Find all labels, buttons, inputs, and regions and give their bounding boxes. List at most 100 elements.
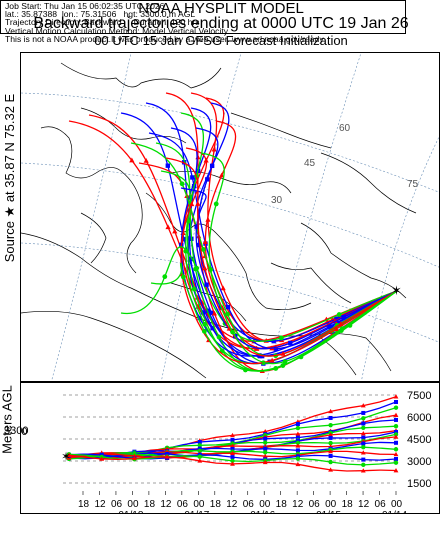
altitude-marker (295, 425, 301, 431)
hour-tick: 06 (309, 499, 321, 510)
hour-tick: 18 (210, 499, 222, 510)
altitude-marker (295, 461, 301, 467)
altitude-marker (230, 458, 235, 464)
trajectory-marker (183, 248, 189, 254)
altitude-axis-label: Meters AGL (0, 385, 15, 454)
altitude-marker (361, 457, 366, 462)
altitude-marker (295, 431, 301, 436)
trajectory-map: 60 45 30 75 ✶ (20, 52, 440, 382)
hour-tick: 06 (243, 499, 255, 510)
altitude-marker (230, 432, 235, 438)
altitude-marker (328, 422, 333, 428)
altitude-marker (393, 432, 399, 437)
trajectory-path (165, 92, 398, 372)
altitude-marker (360, 403, 366, 408)
trajectory-marker (200, 247, 206, 252)
altitude-marker (230, 450, 235, 456)
altitude-marker (328, 453, 333, 458)
lon-label-75: 75 (407, 179, 419, 190)
map-svg: 60 45 30 75 ✶ (21, 53, 439, 381)
altitude-marker (295, 435, 300, 440)
trajectory-marker (243, 367, 248, 373)
altitude-marker (394, 440, 398, 445)
trajectory-path (150, 262, 398, 372)
start-height-text: 3300 (4, 425, 29, 437)
hour-tick: 18 (144, 499, 156, 510)
hour-tick: 18 (276, 499, 288, 510)
altitude-marker (328, 435, 333, 440)
altitude-marker (165, 452, 170, 457)
hgt-value: hgt: 3300.0 m AGL (123, 9, 196, 20)
trajectory-marker (172, 228, 178, 234)
date-tick: 01/17 (184, 510, 209, 514)
lat-label-60: 60 (339, 123, 351, 134)
altitude-marker (361, 441, 366, 446)
altitude-marker (230, 443, 235, 448)
altitude-marker (263, 446, 268, 451)
altitude-marker (66, 452, 72, 457)
trajectory-path (148, 132, 398, 350)
hour-tick: 06 (375, 499, 387, 510)
altitude-profile: ✶ 7500 6000 4500 3000 1500 18 12 06 00 18 12 06 00 1… (20, 382, 440, 514)
trajectory-marker (181, 274, 186, 280)
altitude-marker (361, 425, 366, 430)
trajectory-marker (205, 308, 211, 313)
trajectory-marker (333, 326, 339, 332)
job-start: Job Start: Thu Jan 15 06:02:35 UTC 2026 (5, 1, 165, 11)
start-height-label: 3300 (21, 426, 27, 438)
altitude-marker (361, 421, 366, 426)
altitude-marker (230, 461, 235, 466)
altitude-marker (328, 440, 333, 446)
trajectory-marker (280, 350, 286, 356)
date-tick: 01/16 (250, 510, 275, 514)
duration: Duration: 120 hrs (133, 17, 200, 28)
altitude-tick: 6000 (407, 412, 431, 424)
trajectory-marker (211, 146, 217, 152)
trajectory-marker (225, 311, 230, 317)
direction: Trajectory Direction: Backward (5, 17, 122, 28)
trajectory-title: Backward trajectories ending at 0000 UTC… (33, 15, 409, 32)
date-tick: 01/15 (316, 510, 341, 514)
trajectory-marker (278, 335, 284, 341)
trajectory-marker (165, 224, 171, 230)
altitude-marker (328, 467, 333, 472)
altitude-marker (197, 443, 202, 448)
lat-value: lat.: 35.87388 (5, 9, 58, 20)
trajectory-path (180, 187, 398, 350)
altitude-marker (328, 459, 333, 465)
coastlines (21, 62, 417, 379)
trajectory-path (200, 152, 398, 365)
trajectory-lines (68, 92, 398, 374)
hour-tick: 12 (226, 499, 238, 510)
altitude-marker (328, 415, 333, 420)
altitude-marker (393, 423, 399, 429)
altitude-marker (262, 459, 268, 465)
trajectory-marker (181, 237, 187, 242)
trajectory-marker (205, 177, 210, 182)
source-star-icon: ✶ (391, 283, 402, 298)
altitude-tick: 1500 (407, 478, 431, 490)
trajectory-marker (129, 157, 135, 163)
altitude-marker (132, 455, 137, 461)
trajectory-path (130, 142, 398, 357)
model-title: NOAA HYSPLIT MODEL (138, 0, 304, 17)
altitude-marker (360, 468, 366, 473)
forecast-subtitle: 00 UTC 15 Jan GFSG Forecast Initializati… (94, 33, 348, 48)
altitude-marker (263, 436, 268, 441)
altitude-marker (361, 410, 366, 415)
lat-label-45: 45 (304, 158, 316, 169)
altitude-marker (263, 440, 268, 445)
trajectory-marker (269, 357, 275, 363)
trajectory-path (180, 147, 398, 365)
altitude-marker (393, 434, 399, 439)
hour-tick: 12 (358, 499, 370, 510)
altitude-marker (263, 450, 268, 455)
trajectory-marker (338, 321, 344, 326)
hour-tick: 18 (342, 499, 354, 510)
altitude-marker (328, 408, 333, 414)
trajectory-marker (188, 256, 194, 262)
trajectory-marker (179, 181, 185, 187)
trajectory-marker (186, 218, 191, 224)
trajectory-marker (202, 265, 208, 271)
altitude-marker (230, 455, 235, 460)
